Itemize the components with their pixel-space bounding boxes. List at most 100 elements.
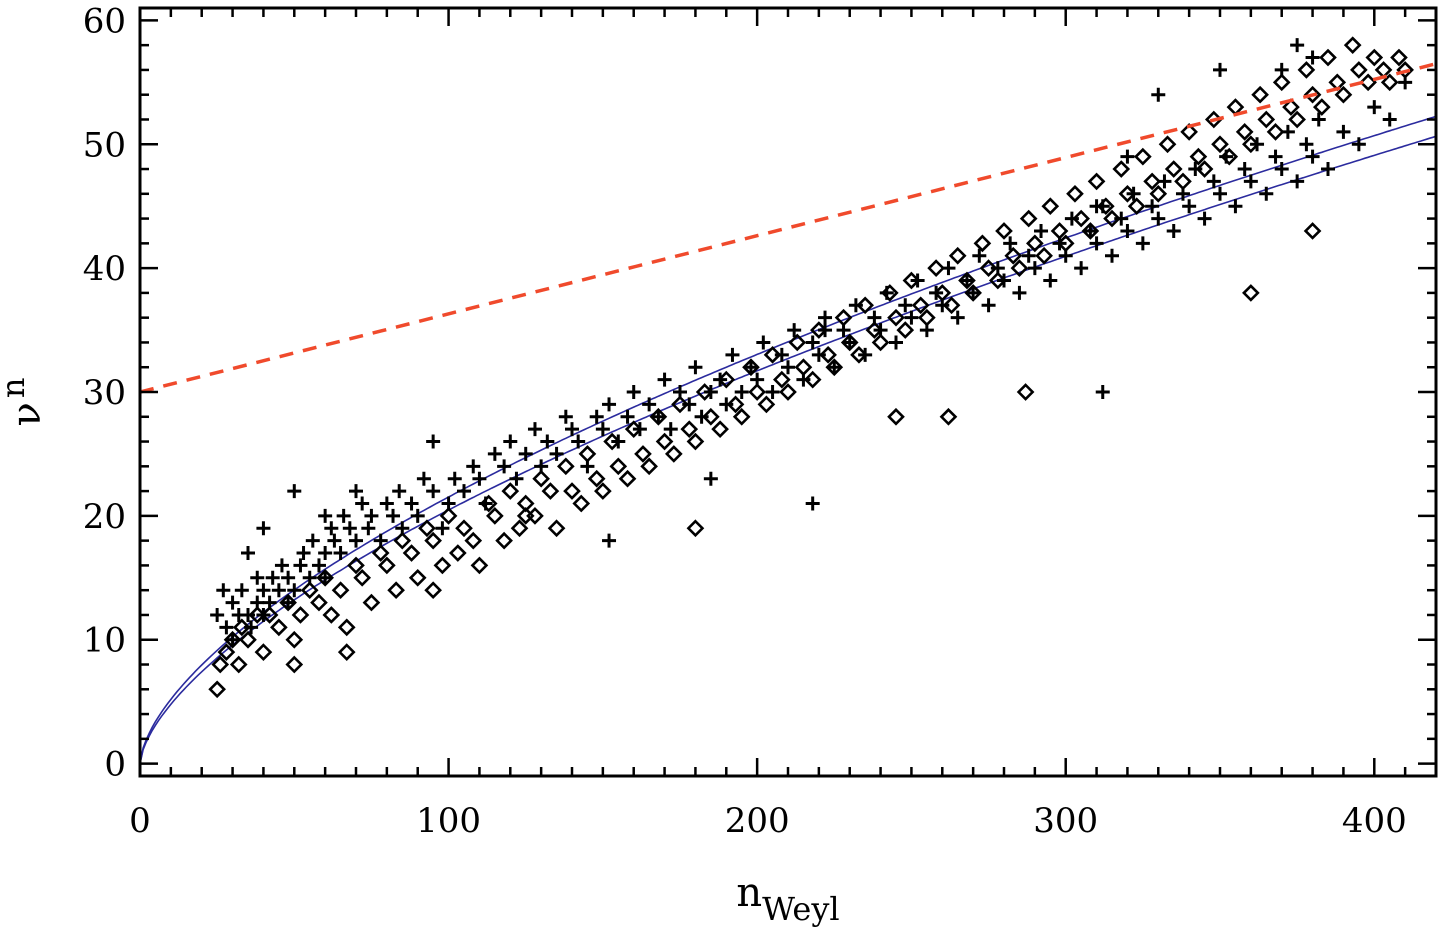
- plus-marker: [1228, 199, 1243, 214]
- diamond-marker: [353, 568, 372, 587]
- plus-marker: [1089, 199, 1104, 214]
- plus-marker: [1188, 162, 1203, 177]
- y-tick-label: 20: [83, 497, 126, 537]
- diamond-marker: [439, 507, 458, 525]
- diamond-marker: [609, 457, 628, 476]
- diamond-marker: [1211, 135, 1229, 154]
- diamond-marker: [285, 630, 304, 649]
- plus-marker: [688, 360, 703, 375]
- plus-marker: [324, 521, 339, 536]
- diamond-marker: [211, 655, 230, 674]
- diamond-marker: [1251, 85, 1269, 104]
- diamond-marker: [1016, 383, 1035, 401]
- y-tick-label: 50: [83, 125, 126, 165]
- plus-marker: [404, 496, 419, 511]
- plus-marker: [349, 484, 363, 499]
- plus-marker: [426, 484, 441, 499]
- diamond-marker: [680, 420, 699, 438]
- plus-marker: [256, 521, 271, 536]
- plus-marker: [305, 533, 320, 548]
- plus-marker: [287, 583, 302, 598]
- plus-marker: [487, 446, 502, 461]
- plus-marker: [558, 409, 573, 424]
- diamond-marker: [270, 618, 288, 637]
- plus-marker: [565, 422, 579, 437]
- diamond-marker: [634, 445, 652, 463]
- plus-marker: [626, 385, 641, 399]
- plus-marker: [950, 310, 965, 325]
- diamond-marker: [794, 358, 813, 377]
- diamond-marker: [1359, 73, 1377, 92]
- diamond-marker: [964, 284, 982, 302]
- diamond-marker: [418, 519, 436, 538]
- plus-marker: [318, 508, 333, 523]
- diamond-marker: [810, 321, 828, 339]
- diamond-marker: [547, 519, 566, 538]
- plus-marker: [225, 595, 240, 610]
- plus-marker: [1268, 149, 1283, 164]
- plus-marker: [743, 360, 758, 375]
- plus-marker: [1299, 137, 1314, 152]
- plus-marker: [416, 471, 431, 486]
- plus-marker: [293, 558, 308, 573]
- diamond-marker: [671, 395, 689, 414]
- y-tick-label: 30: [83, 373, 126, 413]
- reference-dashed-line: [140, 62, 1436, 394]
- diamond-marker: [362, 593, 381, 612]
- diamond-marker: [618, 469, 637, 488]
- diamond-marker: [973, 234, 992, 253]
- diamond-marker: [880, 284, 899, 302]
- diamond-marker: [316, 568, 334, 587]
- diamond-marker: [1050, 222, 1069, 240]
- plus-marker: [827, 360, 842, 375]
- diamond-marker: [825, 358, 844, 377]
- diamond-marker: [337, 643, 356, 661]
- diamond-marker: [896, 321, 915, 339]
- lower-fit: [140, 135, 1436, 764]
- diamond-marker: [1010, 259, 1029, 277]
- plus-marker: [1064, 211, 1079, 226]
- y-tick-label: 60: [83, 1, 126, 41]
- plus-marker: [889, 335, 903, 350]
- diamond-marker: [217, 643, 236, 661]
- plus-marker: [602, 397, 617, 412]
- diamond-marker: [1390, 48, 1408, 67]
- plus-marker: [333, 546, 348, 561]
- diamond-marker: [1189, 147, 1208, 166]
- plus-marker: [1151, 87, 1166, 102]
- plus-marker: [318, 546, 333, 561]
- x-axis-label: nWeyl: [736, 870, 839, 928]
- plus-marker: [620, 409, 635, 424]
- diamond-marker: [424, 581, 442, 600]
- plus-marker: [241, 607, 255, 622]
- x-tick-label: 300: [1033, 801, 1098, 841]
- plus-marker: [265, 570, 280, 585]
- plus-marker: [1305, 50, 1320, 65]
- diamond-marker: [1365, 48, 1384, 67]
- diamond-marker: [556, 457, 575, 476]
- plus-marker: [1145, 199, 1160, 214]
- diamond-marker: [1174, 172, 1192, 191]
- diamond-marker: [1149, 184, 1168, 203]
- diamond-marker: [702, 407, 720, 426]
- diamond-marker: [455, 519, 473, 538]
- diamond-marker: [541, 482, 560, 500]
- diamond-marker: [1103, 209, 1121, 228]
- diamond-marker: [300, 581, 319, 600]
- plus-marker: [1351, 137, 1366, 152]
- diamond-marker: [532, 469, 550, 488]
- plus-marker: [1290, 38, 1305, 53]
- diamond-marker: [578, 445, 597, 463]
- diamond-marker: [686, 519, 705, 538]
- diamond-marker: [371, 544, 390, 562]
- y-tick-label: 40: [83, 249, 126, 289]
- diamond-marker: [927, 259, 945, 277]
- diamond-marker: [1035, 246, 1053, 265]
- tick-labels: 0 100 200 300 400 0 10 20 30 40 50 60: [83, 1, 1407, 841]
- diamond-marker: [337, 618, 356, 637]
- diamond-marker: [1026, 234, 1044, 253]
- plus-marker: [472, 471, 487, 486]
- diamond-marker: [695, 383, 714, 401]
- diamond-marker: [995, 222, 1013, 240]
- plus-marker: [571, 434, 586, 449]
